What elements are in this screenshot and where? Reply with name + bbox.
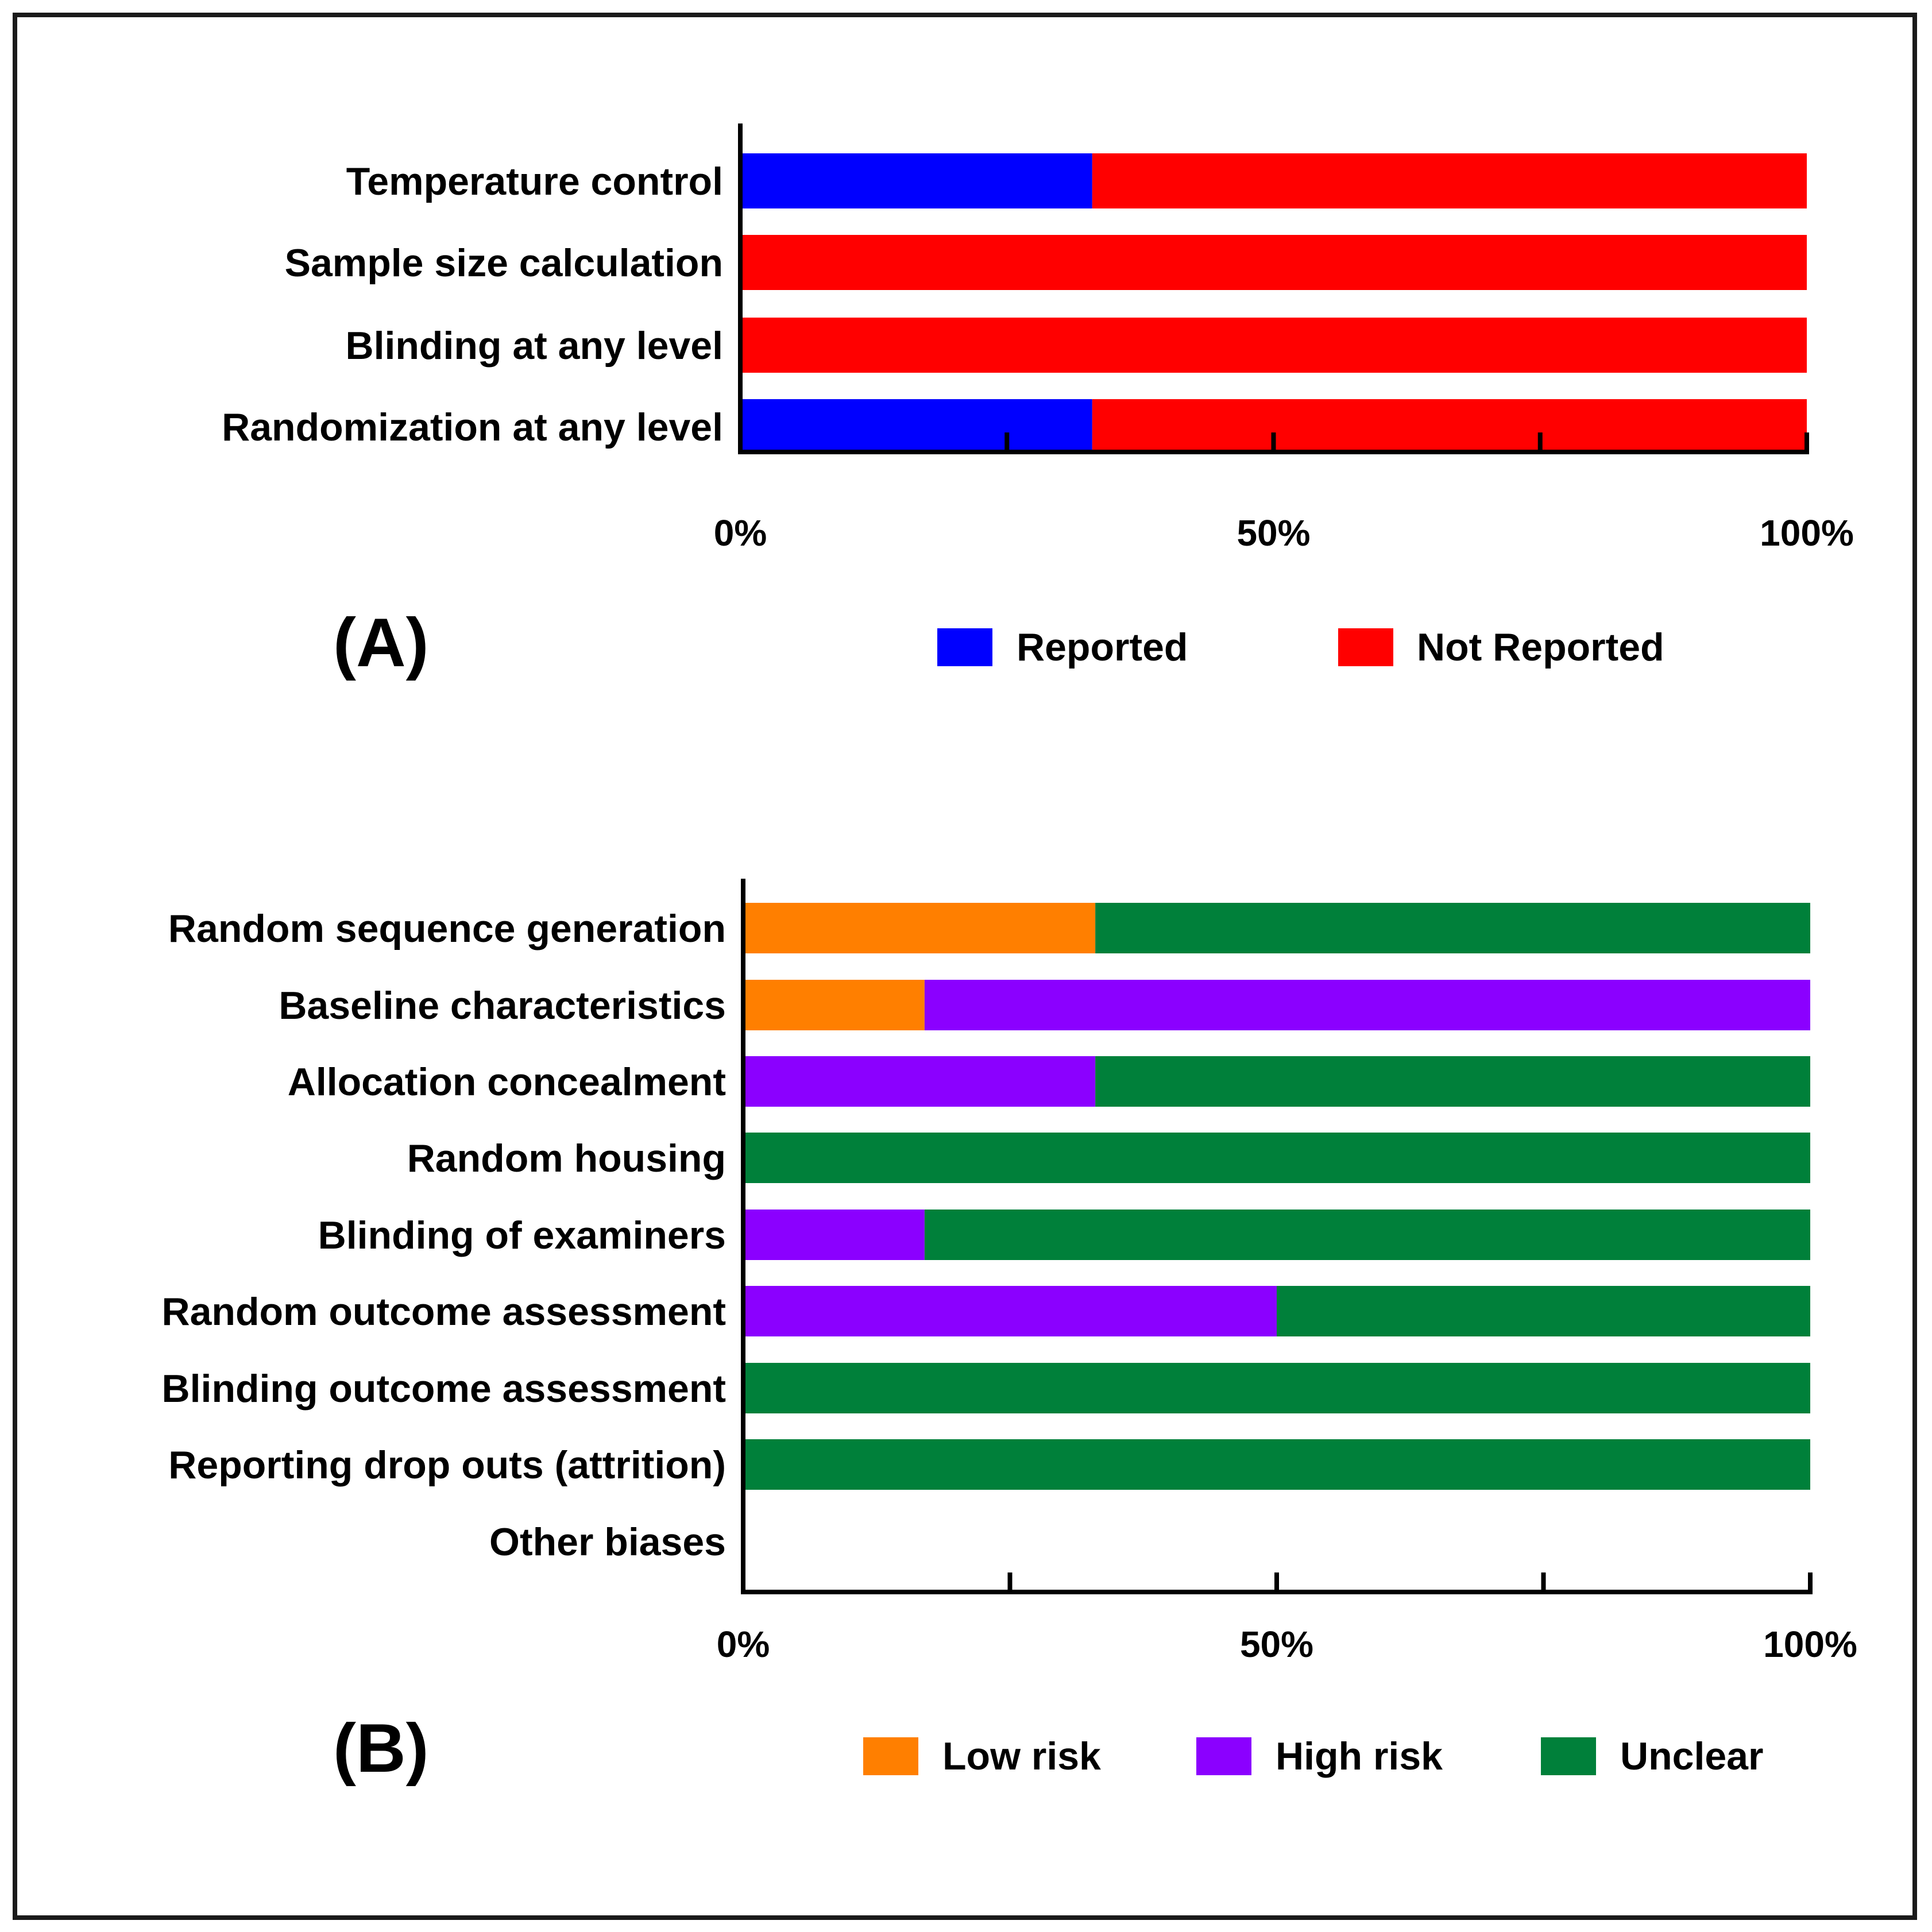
x-tick-label: 100% xyxy=(1760,512,1854,554)
bar-1-3-2 xyxy=(743,1133,1810,1183)
bar-1-2-1 xyxy=(743,1056,1096,1107)
legend-swatch-1 xyxy=(1196,1737,1251,1775)
bar-0-0-0 xyxy=(740,153,1092,208)
bar-1-7-2 xyxy=(743,1439,1810,1490)
x-tick-label: 0% xyxy=(717,1624,770,1665)
category-label: Sample size calculation xyxy=(285,241,723,285)
legend-label-1: High risk xyxy=(1276,1734,1443,1778)
category-label: Allocation concealment xyxy=(288,1060,726,1104)
category-label: Blinding at any level xyxy=(346,324,724,368)
x-tick-label: 0% xyxy=(714,512,767,554)
category-label: Temperature control xyxy=(346,160,723,203)
bar-0-2-1 xyxy=(740,318,1807,373)
bar-0-3-1 xyxy=(1092,399,1807,454)
category-label: Random housing xyxy=(407,1137,726,1180)
bar-1-4-1 xyxy=(743,1210,925,1260)
legend-swatch-2 xyxy=(1541,1737,1596,1775)
bar-1-1-1 xyxy=(924,980,1810,1030)
category-label: Randomization at any level xyxy=(222,405,723,449)
bar-1-4-2 xyxy=(924,1210,1810,1260)
bar-1-1-0 xyxy=(743,980,925,1030)
bar-1-2-2 xyxy=(1095,1056,1810,1107)
panel-label: (B) xyxy=(333,1710,429,1787)
category-label: Random sequence generation xyxy=(168,907,726,950)
legend-label-0: Low risk xyxy=(942,1734,1101,1778)
bar-0-3-0 xyxy=(740,399,1092,454)
bar-1-5-2 xyxy=(1277,1286,1810,1336)
legend-swatch-0 xyxy=(937,628,992,666)
x-tick-label: 50% xyxy=(1240,1624,1313,1665)
legend-swatch-1 xyxy=(1338,628,1393,666)
bar-1-0-2 xyxy=(1095,903,1810,953)
legend-swatch-0 xyxy=(863,1737,918,1775)
category-label: Blinding outcome assessment xyxy=(162,1367,726,1411)
legend-label-0: Reported xyxy=(1017,625,1188,669)
bar-0-0-1 xyxy=(1092,153,1807,208)
category-label: Random outcome assessment xyxy=(161,1290,726,1334)
category-label: Other biases xyxy=(489,1520,726,1564)
bar-1-6-2 xyxy=(743,1363,1810,1413)
category-label: Blinding of examiners xyxy=(318,1214,726,1257)
legend-label-1: Not Reported xyxy=(1417,625,1664,669)
bar-0-1-1 xyxy=(740,235,1807,290)
bar-1-5-1 xyxy=(743,1286,1277,1336)
category-label: Reporting drop outs (attrition) xyxy=(168,1443,726,1487)
panel-label: (A) xyxy=(333,604,429,681)
panel-a-chart: Temperature control Sample size calculati… xyxy=(222,123,1854,681)
bar-1-0-0 xyxy=(743,903,1096,953)
category-label: Baseline characteristics xyxy=(279,984,726,1027)
x-tick-label: 50% xyxy=(1237,512,1310,554)
legend-label-2: Unclear xyxy=(1620,1734,1763,1778)
x-tick-label: 100% xyxy=(1763,1624,1857,1665)
panel-b-chart: Random sequence generation Baseline chara… xyxy=(161,879,1857,1787)
